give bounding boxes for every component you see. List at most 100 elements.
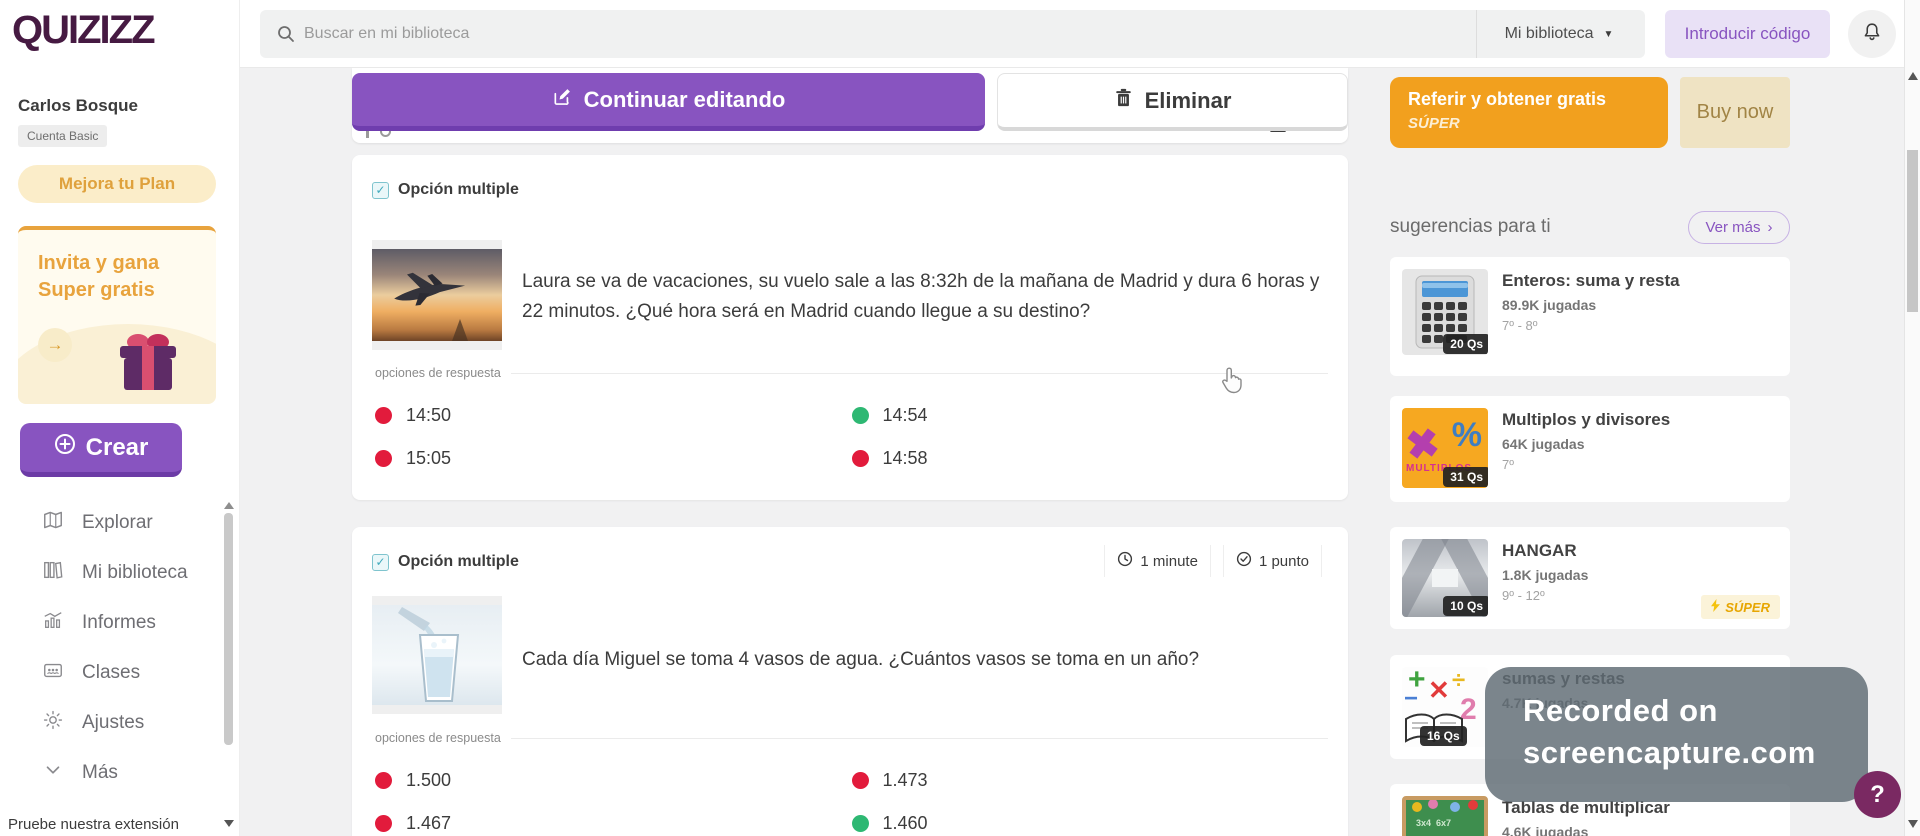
see-more-button[interactable]: Ver más ›: [1688, 211, 1790, 244]
sidebar-item-label: Mi biblioteca: [82, 562, 188, 583]
watermark-line2: screencapture.com: [1523, 735, 1816, 770]
top-bar: Mi biblioteca ▼ Introducir código: [240, 0, 1920, 68]
question-image-airplane: [372, 240, 502, 350]
library-icon: [42, 559, 64, 587]
sidebar-item-label: Informes: [82, 612, 156, 633]
question-checkbox[interactable]: ✓: [372, 182, 389, 199]
answer-text: 14:54: [882, 405, 928, 425]
answer-status-dot: [851, 772, 869, 789]
page-scrollbar[interactable]: [1904, 0, 1920, 836]
question-type-label: Opción multiple: [398, 181, 519, 198]
page-scrollbar-thumb[interactable]: [1907, 150, 1918, 312]
suggestion-card[interactable]: 20 Qs Enteros: suma y resta 89.9K jugada…: [1390, 257, 1790, 376]
sidebar-scrollbar[interactable]: [224, 513, 233, 745]
question-checkbox[interactable]: ✓: [372, 554, 389, 571]
answer-options: 14:50 14:54 15:05 14:58: [375, 405, 1328, 469]
question-count-badge: 10 Qs: [1443, 596, 1488, 616]
suggestion-plays: 4.6K jugadas: [1502, 824, 1589, 836]
plus-circle-icon: [54, 433, 76, 462]
arrow-right-icon[interactable]: →: [38, 328, 72, 362]
sidebar-item-informes[interactable]: Informes: [0, 603, 215, 643]
answer-option: 14:50: [375, 405, 852, 426]
sidebar-item-mas[interactable]: Más: [0, 753, 215, 793]
super-badge-label: SÚPER: [1725, 599, 1770, 615]
suggestion-title: Multiplos y divisores: [1502, 410, 1671, 429]
sidebar-item-clases[interactable]: Clases: [0, 653, 215, 693]
see-more-label: Ver más: [1705, 219, 1761, 236]
library-filter-dropdown[interactable]: Mi biblioteca ▼: [1476, 10, 1641, 58]
continue-editing-label: Continuar editando: [583, 86, 786, 112]
referral-line2: SÚPER: [1408, 115, 1460, 132]
suggestions-heading: sugerencias para ti: [1390, 216, 1551, 237]
sidebar-item-label: Explorar: [82, 512, 153, 533]
create-button[interactable]: Crear: [20, 423, 182, 477]
account-plan-badge: Cuenta Basic: [18, 125, 108, 147]
answer-text: 1.473: [882, 770, 928, 790]
question-card: ✓ Opción multiple 1 minute 1 punto: [352, 527, 1348, 836]
buy-now-button[interactable]: Buy now: [1680, 77, 1790, 148]
suggestion-grades: 7º: [1502, 457, 1514, 472]
answer-option: 1.467: [375, 813, 852, 834]
delete-label: Eliminar: [1144, 87, 1232, 113]
suggestion-plays: 64K jugadas: [1502, 436, 1585, 452]
suggestion-thumbnail-hangar: 10 Qs: [1402, 539, 1488, 617]
enter-code-button[interactable]: Introducir código: [1665, 10, 1830, 58]
answer-status-dot: [851, 407, 869, 424]
sidebar-item-label: Ajustes: [82, 712, 145, 733]
extension-link[interactable]: Pruebe nuestra extensión: [8, 816, 179, 833]
answer-text: 1.500: [406, 770, 452, 790]
search-bar[interactable]: Mi biblioteca ▼: [260, 10, 1645, 58]
question-card: ✓ Opción multiple Laura se va de vacacio…: [352, 155, 1348, 500]
question-text: Cada día Miguel se toma 4 vasos de agua.…: [522, 649, 1200, 670]
map-icon: [42, 509, 64, 537]
check-circle-icon: [1236, 551, 1252, 571]
time-value: 1 minute: [1140, 552, 1198, 570]
gear-icon: [42, 709, 64, 737]
time-badge[interactable]: 1 minute: [1104, 545, 1211, 577]
answer-options: 1.500 1.473 1.467 1.460: [375, 770, 1328, 834]
text-fragment: [380, 126, 391, 137]
sidebar-item-explorar[interactable]: Explorar: [0, 503, 215, 543]
delete-button[interactable]: Eliminar: [997, 73, 1348, 131]
help-button[interactable]: ?: [1854, 771, 1901, 818]
gift-icon: [112, 326, 184, 399]
points-value: 1 punto: [1258, 552, 1309, 570]
invite-promo-card[interactable]: Invita y gana Super gratis →: [18, 226, 216, 404]
answer-option: 1.473: [851, 770, 1329, 791]
answer-status-dot: [375, 772, 392, 789]
quizizz-logo[interactable]: QUIZIZZ: [12, 8, 156, 52]
answer-status-dot: [375, 407, 392, 424]
answer-status-dot: [851, 450, 869, 467]
suggestion-grades: 7º - 8º: [1502, 318, 1538, 333]
suggestion-thumbnail-tablas: 3x4 6x7: [1402, 796, 1488, 836]
suggestion-card[interactable]: 10 Qs HANGAR 1.8K jugadas 9º - 12º SÚPER: [1390, 527, 1790, 629]
user-name: Carlos Bosque: [18, 96, 138, 115]
sidebar-item-ajustes[interactable]: Ajustes: [0, 703, 215, 743]
referral-banner[interactable]: Referir y obtener gratis SÚPER: [1390, 77, 1668, 148]
question-text: Laura se va de vacaciones, su vuelo sale…: [522, 271, 1320, 322]
answer-status-dot: [375, 450, 392, 467]
sidebar: QUIZIZZ Carlos Bosque Cuenta Basic Mejor…: [0, 0, 240, 836]
answer-options-label: opciones de respuesta: [375, 366, 511, 380]
continue-editing-button[interactable]: Continuar editando: [352, 73, 985, 131]
scroll-up-arrow[interactable]: [1908, 72, 1918, 80]
question-count-badge: 16 Qs: [1420, 726, 1467, 746]
answer-option: 14:58: [851, 448, 1329, 469]
invite-promo-title: Invita y gana Super gratis: [38, 252, 160, 301]
sidebar-scroll-up[interactable]: [224, 502, 234, 509]
text-fragment: [366, 128, 369, 138]
sidebar-scroll-down[interactable]: [224, 820, 234, 827]
upgrade-plan-button[interactable]: Mejora tu Plan: [18, 165, 216, 203]
search-input[interactable]: [304, 10, 1484, 58]
notifications-button[interactable]: [1848, 10, 1896, 58]
trash-icon: [1114, 88, 1133, 114]
sidebar-item-mi-biblioteca[interactable]: Mi biblioteca: [0, 553, 215, 593]
scroll-down-arrow[interactable]: [1908, 820, 1918, 828]
suggestion-plays: 1.8K jugadas: [1502, 567, 1589, 583]
suggestion-title: HANGAR: [1502, 541, 1577, 560]
suggestion-card[interactable]: ✖% MULTIPLOS 31 Qs Multiplos y divisores …: [1390, 396, 1790, 502]
points-badge[interactable]: 1 punto: [1222, 545, 1322, 577]
sidebar-item-label: Más: [82, 762, 118, 783]
library-filter-label: Mi biblioteca: [1504, 25, 1594, 42]
watermark-line1: Recorded on: [1523, 693, 1718, 728]
